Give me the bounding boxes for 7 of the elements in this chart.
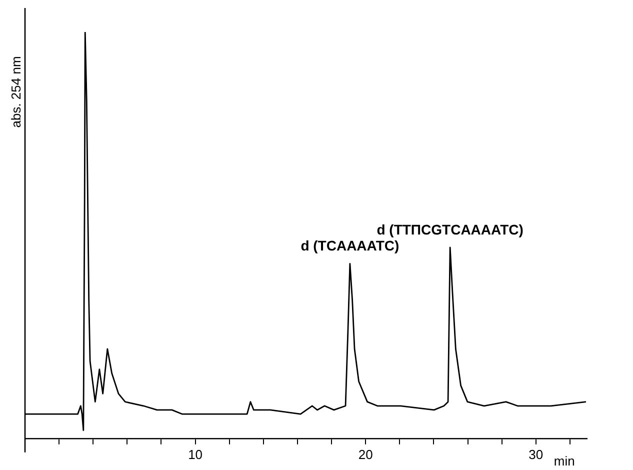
x-tick-label: 30 xyxy=(528,446,544,462)
y-axis-title: abs. 254 nm xyxy=(8,56,24,128)
annotation: d (TCAAAATC) xyxy=(300,238,400,254)
x-axis-title: min xyxy=(554,453,575,468)
x-tick-label: 20 xyxy=(358,446,373,462)
annotation: d (TTΠCGTCAAAATC) xyxy=(376,221,524,238)
x-tick-label: 10 xyxy=(188,446,203,462)
